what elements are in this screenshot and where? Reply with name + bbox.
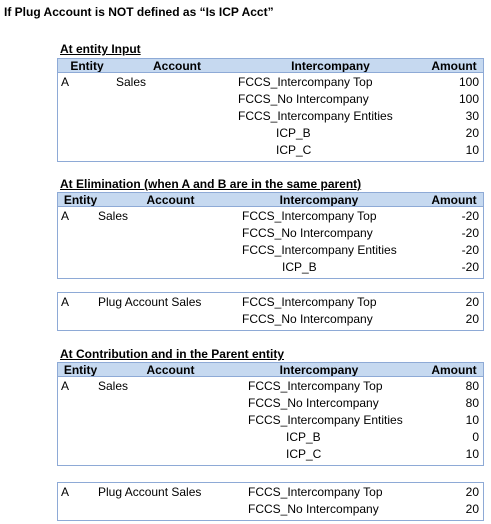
table-header: Entity Account Intercompany Amount: [57, 192, 484, 207]
account-cell: Sales: [98, 379, 129, 393]
header-cell: Account: [153, 59, 201, 73]
section-heading: At Elimination (when A and B are in the …: [60, 177, 362, 191]
header-cell: Amount: [431, 59, 477, 73]
page-title: If Plug Account is NOT defined as “Is IC…: [4, 5, 274, 19]
amount-cell: 10: [465, 447, 479, 461]
entity-cell: A: [61, 209, 70, 223]
intercompany-cell: ICP_C: [276, 143, 312, 157]
account-cell: Sales: [116, 75, 147, 89]
intercompany-cell: ICP_B: [282, 260, 317, 274]
amount-cell: 80: [465, 396, 479, 410]
entity-cell: A: [61, 485, 70, 499]
header-cell: Intercompany: [279, 193, 359, 207]
entity-cell: A: [61, 295, 70, 309]
header-cell: Amount: [431, 363, 477, 377]
amount-cell: 20: [465, 295, 479, 309]
intercompany-cell: ICP_B: [286, 430, 321, 444]
header-cell: Intercompany: [291, 59, 370, 73]
table-body: A Sales FCCS_Intercompany Top 80 FCCS_No Int…: [57, 376, 484, 466]
intercompany-cell: FCCS_Intercompany Top: [242, 209, 377, 223]
amount-cell: 100: [458, 75, 479, 89]
header-cell: Entity: [70, 59, 104, 73]
amount-cell: -20: [461, 209, 479, 223]
header-cell: Entity: [63, 363, 98, 377]
intercompany-cell: FCCS_Intercompany Top: [238, 75, 373, 89]
header-cell: Account: [146, 363, 195, 377]
amount-cell: 20: [465, 502, 479, 516]
intercompany-cell: ICP_C: [286, 447, 322, 461]
section-heading: At Contribution and in the Parent entity: [60, 347, 284, 361]
intercompany-cell: FCCS_Intercompany Entities: [238, 109, 393, 123]
intercompany-cell: FCCS_No Intercompany: [248, 502, 379, 516]
table-body: A Sales FCCS_Intercompany Top 100 FCCS_No In…: [57, 72, 484, 162]
amount-cell: 10: [465, 143, 479, 157]
amount-cell: 10: [465, 413, 479, 427]
table-body: A Plug Account Sales FCCS_Intercompany Top…: [57, 482, 484, 521]
intercompany-cell: ICP_B: [276, 126, 311, 140]
intercompany-cell: FCCS_Intercompany Entities: [248, 413, 403, 427]
intercompany-cell: FCCS_Intercompany Top: [248, 485, 383, 499]
entity-cell: A: [61, 379, 70, 393]
amount-cell: -20: [461, 243, 479, 257]
amount-cell: -20: [461, 260, 479, 274]
account-cell: Sales: [98, 209, 129, 223]
header-cell: Intercompany: [279, 363, 359, 377]
account-cell: Plug Account Sales: [98, 295, 202, 309]
header-cell: Account: [146, 193, 195, 207]
table-header: Entity Account Intercompany Amount: [57, 58, 484, 73]
amount-cell: 20: [465, 312, 479, 326]
intercompany-cell: FCCS_No Intercompany: [242, 312, 373, 326]
table-body: A Sales FCCS_Intercompany Top -20 FCCS_No In…: [57, 206, 484, 279]
amount-cell: 100: [458, 92, 479, 106]
header-cell: Amount: [431, 193, 477, 207]
intercompany-cell: FCCS_No Intercompany: [248, 396, 379, 410]
intercompany-cell: FCCS_Intercompany Entities: [242, 243, 397, 257]
amount-cell: 20: [465, 126, 479, 140]
table-header: Entity Account Intercompany Amount: [57, 362, 484, 377]
amount-cell: 20: [465, 485, 479, 499]
account-cell: Plug Account Sales: [98, 485, 202, 499]
intercompany-cell: FCCS_No Intercompany: [242, 226, 373, 240]
table-body: A Plug Account Sales FCCS_Intercompany Top…: [57, 292, 484, 331]
intercompany-cell: FCCS_Intercompany Top: [242, 295, 377, 309]
section-heading: At entity Input: [60, 42, 141, 56]
amount-cell: 30: [465, 109, 479, 123]
amount-cell: -20: [461, 226, 479, 240]
entity-cell: A: [61, 75, 70, 89]
intercompany-cell: FCCS_No Intercompany: [238, 92, 369, 106]
intercompany-cell: FCCS_Intercompany Top: [248, 379, 383, 393]
amount-cell: 80: [465, 379, 479, 393]
header-cell: Entity: [63, 193, 98, 207]
amount-cell: 0: [472, 430, 479, 444]
